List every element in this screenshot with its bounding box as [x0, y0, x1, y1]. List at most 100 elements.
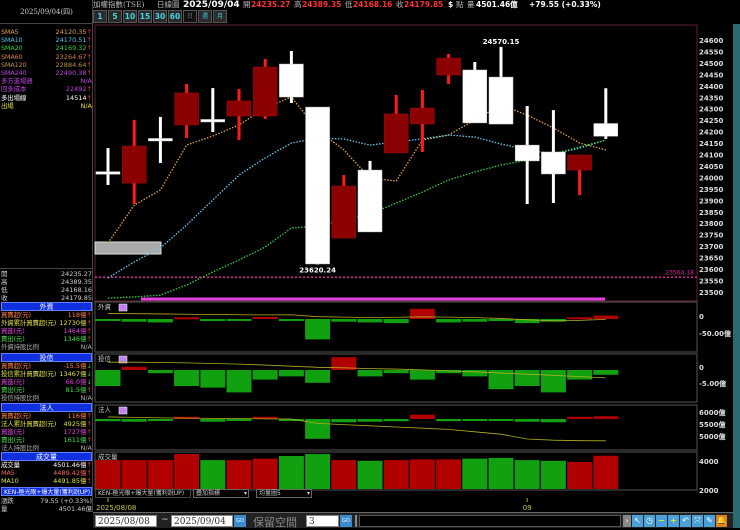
row-value: 4925億↑ [63, 420, 93, 428]
panel-bar [488, 419, 514, 421]
unit-label: 點 [456, 0, 464, 9]
section-row: MA5 4489.42億↑ [1, 469, 92, 477]
panel-bar [593, 455, 619, 489]
ma-row: SMA20 24169.32↑ [1, 44, 92, 52]
row-value: 4491.85億↑ [53, 477, 92, 485]
arrow-up-icon: ↑ [86, 60, 92, 69]
candle-body [121, 145, 147, 184]
panel-bar [121, 460, 147, 489]
reserve-value: 3 [309, 517, 315, 527]
go-button[interactable]: GO [234, 515, 246, 527]
zoom-in-icon[interactable]: + [668, 515, 679, 527]
y-tick-label: 24400 [699, 83, 723, 91]
close-label: 收 [396, 0, 404, 9]
undo-icon[interactable]: ↶ [680, 515, 691, 527]
scrollbar-left[interactable] [355, 515, 357, 527]
candle-body [148, 138, 173, 142]
arrow-icon: ↑ [86, 469, 92, 477]
panel-bar [409, 370, 435, 380]
avg-select[interactable]: 均量圖5 ▾ [256, 489, 312, 498]
volume-value: 4501.46億 [476, 0, 518, 9]
panel-bar [121, 419, 147, 422]
highlight-box [94, 241, 162, 255]
panel-bar [331, 460, 357, 489]
reserve-go-button[interactable]: GO [340, 515, 352, 527]
change-value: +79.55 (+0.33%) [529, 0, 601, 9]
panel-bar [409, 414, 435, 419]
panel-bar [436, 419, 462, 422]
section-row: 買賣超(元) -15.5億↓ [1, 362, 92, 370]
candle-body [95, 171, 121, 175]
period-button-1[interactable]: 1 [93, 10, 107, 23]
zoom-out-icon[interactable]: − [656, 515, 667, 527]
panel-bar [540, 460, 566, 489]
panel-bar [278, 419, 304, 421]
panel-bar [488, 370, 514, 390]
panel-bar [331, 357, 357, 370]
section-row: 法人持股比例 N/A [1, 444, 92, 452]
period-button-月[interactable]: 月 [213, 10, 227, 23]
panel-bar [278, 319, 304, 321]
volume-row: 量 4501.46億 [1, 505, 92, 513]
panel-bar [252, 370, 278, 380]
period-button-60[interactable]: 60 [168, 10, 182, 23]
ma-label: 回多成本 [1, 85, 27, 94]
period-button-5[interactable]: 5 [108, 10, 122, 23]
section-row: 買進(元) 1727億↑ [1, 428, 92, 436]
open-value: 24235.27 [251, 0, 291, 9]
arrow-up-icon: ↑ [86, 52, 92, 61]
ohlc-value: 24168.16 [60, 286, 92, 294]
avg-select-value: 均量圖5 [259, 490, 281, 497]
row-value: -15.5億↓ [63, 362, 92, 370]
period-button-15[interactable]: 15 [138, 10, 152, 23]
row-value: N/A [80, 343, 93, 351]
sub-panel-frame [94, 353, 698, 403]
end-date-input[interactable]: 2025/09/04 [171, 515, 233, 527]
change-row: 漲跌 79.55 (+0.33%) [1, 497, 92, 505]
ma-value: 22490.38↑ [55, 69, 92, 77]
candle-body [593, 123, 619, 137]
panel-bar [540, 370, 566, 393]
start-date-input[interactable]: 2025/08/08 [95, 515, 157, 527]
row-label: 買賣超(元) [1, 362, 31, 370]
panel-bar [540, 419, 566, 423]
bell-icon[interactable]: 🔔 [716, 515, 727, 527]
reserve-input[interactable]: 3 [306, 515, 339, 527]
overlay-select[interactable]: 疊加指標 ▾ [193, 489, 249, 498]
fit-icon[interactable]: ⤧ [692, 515, 703, 527]
panel-bar [147, 460, 173, 489]
panel-bar [200, 460, 226, 489]
scrollbar-track[interactable] [359, 515, 621, 527]
period-button-30[interactable]: 30 [153, 10, 167, 23]
panel-bar [383, 370, 409, 374]
panel-line [108, 361, 606, 379]
chart-area[interactable]: 24600 24550 24500 24450 24400 24350 24300 24250… [93, 24, 740, 512]
panel-bar [200, 319, 226, 322]
panel-bar [462, 319, 488, 322]
arrow-upleft-icon[interactable]: ↖ [632, 515, 643, 527]
ma-value: 24120.35↑ [55, 28, 92, 36]
panel-tick-label: 5000億 [699, 432, 725, 441]
x-tick-label: 09 [523, 504, 532, 512]
y-tick-label: 23800 [699, 220, 723, 228]
panel-bar [514, 319, 540, 324]
info-sidebar: 2025/09/04(四) SMA5 24120.35↑ SMA10 24170.51… [0, 0, 93, 513]
panel-tick-label: 2000 [699, 487, 719, 495]
period-button-日[interactable]: 日 [183, 10, 197, 23]
ohlc-label: 低 [1, 286, 8, 294]
section-row: 賣出(元) 1611億↑ [1, 436, 92, 444]
ma-label: SMA10 [1, 36, 23, 45]
scroll-right-button[interactable]: › [623, 515, 631, 527]
arrow-icon: ↑ [86, 428, 92, 436]
period-button-週[interactable]: 週 [198, 10, 212, 23]
clock-icon[interactable]: ◷ [644, 515, 655, 527]
section-header: 法人 [1, 403, 92, 412]
ma-label: SMA240 [1, 69, 27, 77]
panel-bar [383, 319, 409, 324]
period-button-10[interactable]: 10 [123, 10, 137, 23]
volume-label: 量 [1, 505, 8, 513]
overlay-select-value: 疊加指標 [196, 490, 221, 497]
pen-icon[interactable]: ✎ [704, 515, 715, 527]
high-label: 高 [294, 0, 302, 9]
ma-label: 出場 [1, 101, 14, 110]
